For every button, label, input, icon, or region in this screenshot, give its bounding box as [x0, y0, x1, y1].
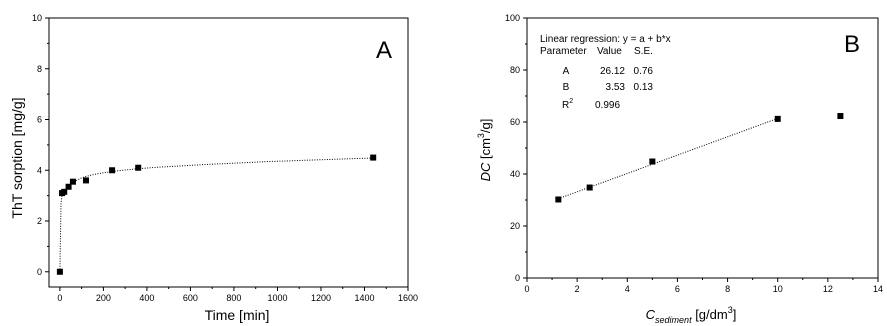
- panel-a-ticks: 0 200 400 600 800 1000 1200 1400 1600 0 2 4 6 8 10: [32, 13, 418, 303]
- regression-table: Linear regression: y = a + b*x Parameter…: [540, 34, 671, 111]
- panel-a-x-tick-label: 0: [57, 293, 62, 303]
- panel-a-data-point: [65, 183, 72, 190]
- panel-b-ticks: 0 2 4 6 8 10 12 14 0 20 40 60 80 100: [505, 13, 883, 294]
- regression-row-b-value: 3.53: [606, 82, 626, 93]
- panel-a: 0 200 400 600 800 1000 1200 1400 1600 0 2 4 6 8 10 A T…: [9, 13, 418, 323]
- panel-b-x-tick-label: 10: [773, 284, 783, 294]
- regression-header-se: S.E.: [634, 46, 653, 57]
- panel-b-x-tick-label: 2: [575, 284, 580, 294]
- panel-b-y-tick-label: 100: [505, 13, 520, 23]
- panel-b-x-tick-label: 14: [873, 284, 883, 294]
- regression-header-parameter: Parameter: [540, 46, 587, 57]
- panel-a-points: [56, 154, 377, 275]
- panel-a-x-tick-label: 1400: [354, 293, 374, 303]
- panel-a-fit-curve: [59, 157, 374, 272]
- regression-r2-value: 0.996: [595, 100, 620, 111]
- panel-b-x-axis-label-sub: sediment: [655, 315, 692, 325]
- panel-a-y-tick-label: 8: [37, 64, 42, 74]
- panel-a-x-tick-label: 200: [96, 293, 111, 303]
- panel-a-x-tick-label: 400: [139, 293, 154, 303]
- panel-b-y-axis-label-italic: DC: [478, 162, 493, 181]
- panel-b-y-tick-label: 20: [510, 221, 520, 231]
- regression-r2-sup: 2: [569, 98, 573, 105]
- panel-b-data-point: [586, 184, 593, 191]
- panel-a-data-point: [82, 177, 89, 184]
- panel-a-x-tick-label: 1200: [311, 293, 331, 303]
- panel-b-x-axis-label: Csediment [g/dm3]: [646, 305, 737, 325]
- panel-a-label: A: [376, 37, 392, 64]
- panel-b-x-axis-label-unit: [g/dm: [692, 307, 728, 322]
- panel-b-x-axis-label-end: ]: [733, 307, 737, 322]
- panel-a-data-point: [135, 164, 142, 171]
- panel-a-y-tick-label: 6: [37, 115, 42, 125]
- panel-a-y-tick-label: 10: [32, 13, 42, 23]
- panel-a-data-point: [61, 188, 68, 195]
- regression-row-b-se: 0.13: [634, 82, 654, 93]
- panel-b-x-tick-label: 0: [524, 284, 529, 294]
- panel-a-x-tick-label: 1600: [398, 293, 418, 303]
- panel-a-data-point: [109, 167, 116, 174]
- panel-b-data-point: [555, 196, 562, 203]
- panel-b-frame: [526, 17, 879, 279]
- panel-b-x-tick-label: 6: [675, 284, 680, 294]
- panel-b-y-axis-label-end: /g]: [478, 119, 493, 133]
- regression-row-a-se: 0.76: [634, 66, 654, 77]
- regression-row-a-name: A: [563, 66, 570, 77]
- regression-equation: Linear regression: y = a + b*x: [540, 34, 671, 45]
- panel-b-x-tick-label: 4: [625, 284, 630, 294]
- panel-b-y-tick-label: 60: [510, 117, 520, 127]
- panel-a-y-tick-label: 4: [37, 165, 42, 175]
- panel-b-y-tick-label: 80: [510, 65, 520, 75]
- panel-a-data-point: [370, 154, 377, 161]
- panel-a-data-point: [56, 268, 63, 275]
- panel-a-frame: [48, 17, 409, 288]
- panel-a-x-axis-label: Time [min]: [205, 307, 270, 323]
- panel-b-x-tick-label: 8: [725, 284, 730, 294]
- panel-a-x-tick-label: 800: [226, 293, 241, 303]
- panel-a-y-tick-label: 0: [37, 267, 42, 277]
- panel-b-y-axis-label-unit: [cm: [478, 138, 493, 163]
- panel-a-y-tick-label: 2: [37, 216, 42, 226]
- panel-b-y-axis-label: DC [cm3/g]: [476, 119, 493, 182]
- panel-b-y-axis-label-sup: 3: [476, 133, 486, 138]
- panel-b-points: [555, 113, 844, 203]
- panel-a-x-tick-label: 600: [183, 293, 198, 303]
- panel-b-y-tick-label: 40: [510, 169, 520, 179]
- panel-b-label: B: [844, 31, 860, 58]
- panel-b-x-tick-label: 12: [823, 284, 833, 294]
- panel-a-x-tick-label: 1000: [267, 293, 287, 303]
- regression-row-a-value: 26.12: [600, 66, 625, 77]
- regression-row-b-name: B: [563, 82, 570, 93]
- regression-r2-letter: R: [562, 100, 569, 111]
- panel-a-fit-line: [59, 157, 374, 272]
- panel-b-data-point: [774, 115, 781, 122]
- panel-b-data-point: [649, 158, 656, 165]
- panel-b-data-point: [837, 113, 844, 120]
- regression-r2-label: R2: [562, 98, 573, 111]
- panel-a-data-point: [69, 178, 76, 185]
- panel-b-y-tick-label: 0: [515, 273, 520, 283]
- panel-b-x-axis-label-sup: 3: [728, 305, 733, 315]
- panel-a-y-axis-label: ThT sorption [mg/g]: [9, 97, 25, 218]
- panel-b-x-axis-label-main: C: [646, 307, 656, 322]
- regression-header-value: Value: [597, 46, 622, 57]
